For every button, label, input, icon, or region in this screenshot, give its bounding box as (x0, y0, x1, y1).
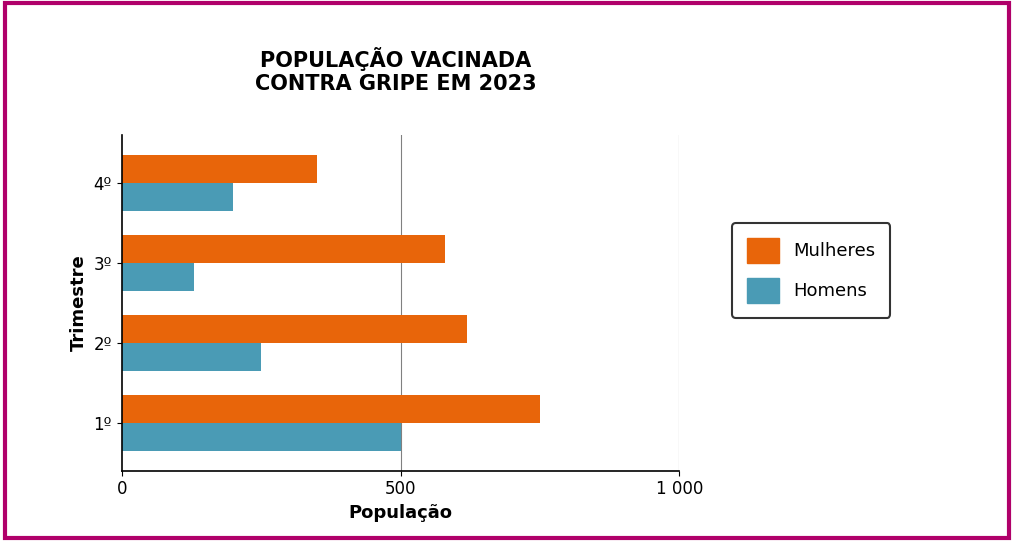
Bar (122, 395, 540, 423)
Y-axis label: Trimestre: Trimestre (70, 255, 88, 351)
Bar (122, 183, 233, 211)
Bar (122, 423, 401, 451)
X-axis label: População: População (349, 504, 452, 522)
Legend: Mulheres, Homens: Mulheres, Homens (732, 223, 890, 318)
Bar (122, 235, 445, 263)
Bar (122, 315, 467, 343)
Bar (122, 155, 316, 183)
Text: POPULAÇÃO VACINADA
CONTRA GRIPE EM 2023: POPULAÇÃO VACINADA CONTRA GRIPE EM 2023 (255, 47, 536, 94)
Bar (122, 263, 195, 291)
Bar (122, 343, 262, 371)
